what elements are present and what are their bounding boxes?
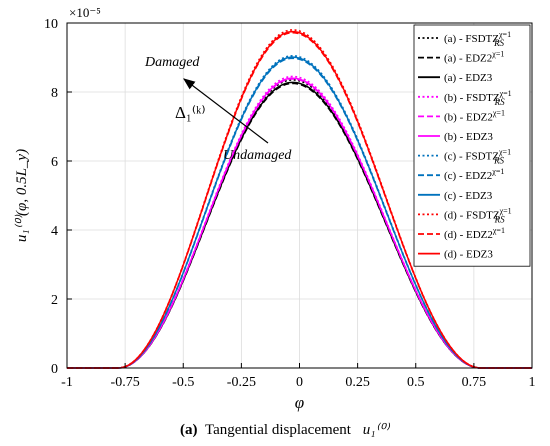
legend-item: (c) - FSDTZχ=1 RS [418,148,511,166]
legend-label: (a) - FSDTZχ=1 RS [444,30,511,48]
x-tick-label: 0.5 [407,375,425,390]
legend-item: (b) - EDZ3 [418,131,493,143]
caption-symbol: u₁⁽⁰⁾ [363,422,390,438]
legend-label: (c) - EDZ2χ=1 [444,167,504,182]
damage-arrow [183,78,269,144]
legend-label: (d) - FSDTZχ=1 RS [444,206,512,224]
damage-annotation: Damaged Undamaged Δ₁⁽ᵏ⁾ [144,55,292,163]
x-tick-label: -1 [61,375,73,390]
x-tick-label: 0.25 [345,375,370,390]
legend-item: (b) - FSDTZχ=1 RS [418,89,512,107]
x-tick-label: 0 [296,375,303,390]
y-tick-label: 4 [51,224,58,239]
legend: (a) - FSDTZχ=1 RS (a) - EDZ2χ=1 (a) - EDZ3 (… [413,24,531,267]
undamaged-label: Undamaged [223,148,292,163]
x-tick-label: 0.75 [462,375,487,390]
y-tick-label: 10 [44,17,58,32]
x-axis-label: φ [295,393,304,412]
legend-item: (c) - EDZ2χ=1 [418,167,504,182]
legend-label: (a) - EDZ3 [444,72,493,84]
legend-label: (b) - FSDTZχ=1 RS [444,89,512,107]
legend-label: (a) - EDZ2χ=1 [444,50,504,65]
y-axis-label: u₁⁽⁰⁾(φ, 0.5L_y) [14,149,30,242]
legend-item: (c) - EDZ3 [418,190,493,202]
legend-label: (d) - EDZ2χ=1 [444,226,505,241]
legend-box [413,24,531,267]
delta-label: Δ₁⁽ᵏ⁾ [175,103,206,122]
y-tick-label: 6 [51,155,58,170]
y-exponent-label: ×10⁻⁵ [69,5,101,20]
legend-label: (c) - EDZ3 [444,190,493,202]
y-tick-label: 0 [51,362,58,377]
legend-item: (b) - EDZ2χ=1 [418,108,505,123]
legend-item: (d) - EDZ3 [418,249,493,261]
legend-label: (d) - EDZ3 [444,249,493,261]
figure-caption: (a) Tangential displacement u₁⁽⁰⁾ [180,422,390,438]
legend-item: (d) - EDZ2χ=1 [418,226,505,241]
x-tick-label: -0.5 [172,375,194,390]
legend-label: (b) - EDZ3 [444,131,493,143]
legend-item: (a) - EDZ3 [418,72,493,84]
series-line-8 [67,56,532,369]
y-tick-label: 8 [51,86,58,101]
series-line-11 [67,30,532,369]
caption-panel-letter: (a) [180,422,198,438]
series-line-5 [67,77,532,369]
legend-item: (a) - EDZ2χ=1 [418,50,504,65]
damaged-label: Damaged [144,55,200,70]
series-curves [67,29,532,369]
y-tick-label: 2 [51,293,58,308]
x-tick-label: -0.75 [111,375,140,390]
legend-item: (d) - FSDTZχ=1 RS [418,206,512,224]
x-tick-label: -0.25 [227,375,256,390]
legend-label: (c) - FSDTZχ=1 RS [444,148,511,166]
caption-text: Tangential displacement [205,422,352,438]
legend-item: (a) - FSDTZχ=1 RS [418,30,511,48]
x-tick-label: 1 [529,375,536,390]
legend-label: (b) - EDZ2χ=1 [444,108,505,123]
